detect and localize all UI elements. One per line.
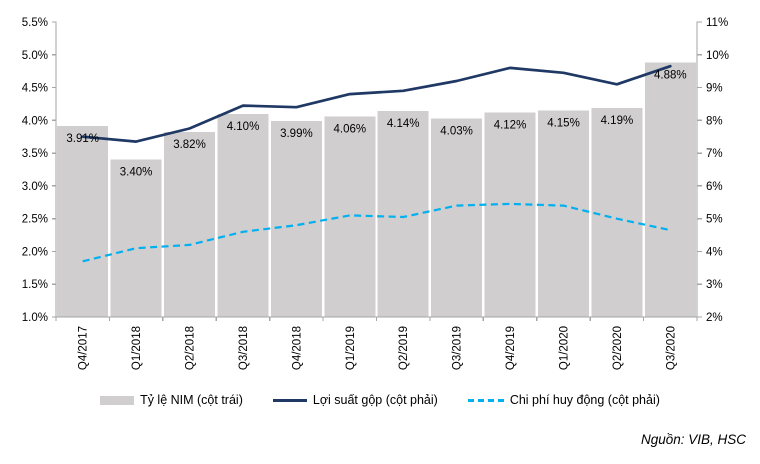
svg-text:5.0%: 5.0%	[22, 50, 48, 62]
bar-Q2/2018	[164, 132, 215, 317]
bar-Q3/2018	[217, 113, 269, 317]
x-label: Q4/2017	[78, 326, 90, 370]
bar-Q3/2020	[644, 62, 696, 317]
bar-value-label: 3.99%	[280, 128, 313, 140]
x-label: Q3/2020	[665, 326, 677, 370]
dashed-line-swatch	[467, 398, 504, 402]
svg-text:10%: 10%	[706, 50, 729, 62]
x-label: Q1/2020	[559, 326, 571, 370]
svg-text:11%: 11%	[706, 17, 728, 29]
bar-Q1/2020	[538, 110, 589, 317]
svg-text:9%: 9%	[706, 83, 723, 95]
svg-text:4.0%: 4.0%	[22, 115, 48, 127]
bar-Q4/2017	[57, 126, 109, 317]
svg-text:5.5%: 5.5%	[22, 17, 48, 29]
x-label: Q2/2019	[398, 326, 410, 370]
chart-plot-area: 5.5% 11% 5.0% 10% 4.5% 9% 4.0% 8% 3.5% 7% 3.0% 6% 2.…	[22, 17, 729, 370]
legend-item-gross-yield: Lợi suất gộp (cột phải)	[272, 393, 438, 407]
bar-series-swatch	[100, 395, 135, 405]
bar-value-label: 3.91%	[66, 133, 99, 145]
bar-value-label: 4.88%	[654, 70, 687, 82]
legend-label-gross-yield: Lợi suất gộp (cột phải)	[312, 393, 438, 407]
svg-text:2%: 2%	[706, 312, 723, 324]
svg-text:5%: 5%	[706, 214, 723, 226]
bar-value-label: 4.03%	[440, 125, 473, 137]
x-label: Q3/2019	[452, 326, 464, 370]
bar-value-label: 4.10%	[227, 121, 260, 133]
svg-text:6%: 6%	[706, 181, 723, 193]
legend-label-funding-cost: Chi phí huy động (cột phải)	[509, 393, 660, 407]
x-label: Q4/2019	[505, 326, 517, 370]
funding-cost-line	[82, 202, 671, 263]
legend: Tỷ lệ NIM (cột trái) Lợi suất gộp (cột p…	[0, 390, 760, 410]
bar-Q3/2019	[431, 118, 483, 318]
svg-text:3.5%: 3.5%	[22, 148, 48, 160]
source-note: Nguồn: VIB, HSC	[640, 432, 746, 447]
bar-Q2/2020	[591, 107, 643, 318]
bar-Q2/2019	[377, 111, 429, 317]
bar-Q4/2018	[270, 121, 322, 317]
legend-label-nim: Tỷ lệ NIM (cột trái)	[140, 393, 243, 407]
svg-text:3%: 3%	[706, 279, 723, 291]
svg-text:8%: 8%	[706, 115, 723, 127]
solid-line-swatch	[272, 398, 307, 402]
x-label: Q2/2020	[612, 326, 624, 370]
x-label: Q3/2018	[238, 326, 250, 370]
svg-text:3.0%: 3.0%	[22, 181, 48, 193]
bar-value-label: 4.06%	[333, 123, 366, 135]
svg-text:1.0%: 1.0%	[22, 312, 48, 324]
legend-item-nim: Tỷ lệ NIM (cột trái)	[100, 393, 243, 407]
x-label: Q2/2018	[185, 326, 197, 370]
bar-value-label: 3.40%	[120, 167, 153, 179]
svg-text:1.5%: 1.5%	[22, 279, 48, 291]
x-label: Q1/2019	[345, 326, 357, 370]
bar-value-label: 4.12%	[494, 120, 527, 132]
svg-text:4.5%: 4.5%	[22, 83, 48, 95]
bar-Q4/2019	[484, 112, 536, 317]
svg-text:4%: 4%	[706, 246, 723, 258]
svg-text:7%: 7%	[706, 148, 723, 160]
bar-value-label: 4.19%	[601, 115, 634, 127]
bar-value-label: 4.14%	[387, 118, 420, 130]
x-label: Q1/2018	[131, 326, 143, 370]
bar-value-label: 4.15%	[547, 118, 580, 130]
bar-Q1/2018	[110, 159, 162, 317]
svg-text:2.0%: 2.0%	[22, 246, 48, 258]
x-label: Q4/2018	[291, 326, 303, 370]
gross-yield-line	[81, 64, 672, 143]
legend-item-funding-cost: Chi phí huy động (cột phải)	[467, 393, 660, 407]
bar-value-label: 3.82%	[173, 139, 206, 151]
svg-text:2.5%: 2.5%	[22, 214, 48, 226]
